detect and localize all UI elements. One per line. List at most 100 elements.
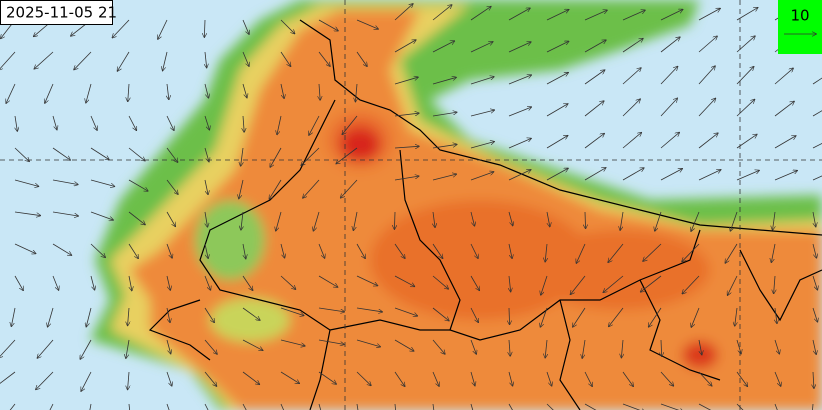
wind-arrow [394,339,414,351]
wind-arrow [356,19,378,29]
wind-arrow [356,339,380,347]
wind-arrow [243,115,244,132]
wind-arrow [660,67,678,85]
wind-arrow [584,10,607,21]
wind-arrow [355,83,357,102]
wind-arrow [204,403,209,410]
wind-arrow [280,275,296,289]
wind-arrow [52,275,59,290]
wind-arrow [812,77,822,85]
wind-arrow [318,339,344,344]
wind-arrow [698,98,715,117]
wind-arrow [584,101,604,117]
wind-arrow [86,307,92,327]
wind-arrow [0,371,16,384]
wind-arrow [394,371,405,386]
wind-arrow [812,275,817,290]
wind-arrow [660,169,682,181]
wind-arrow [736,100,754,117]
wind-arrow [470,110,494,117]
wind-arrow [394,403,396,410]
wind-arrow [204,243,208,258]
wind-arrow [239,179,244,198]
wind-arrow [660,132,679,149]
wind-arrow [622,10,645,21]
wind-arrow [128,211,145,225]
wind-arrow [470,211,474,226]
wind-arrow [432,243,443,258]
wind-arrow [546,104,568,117]
wind-arrow [540,307,548,327]
wind-arrow [655,211,662,231]
wind-arrow [341,179,358,198]
wind-arrow [736,8,758,21]
wind-arrow [6,83,16,103]
wind-arrow [90,243,105,257]
wind-arrow [682,243,700,262]
wind-arrow [166,243,172,258]
wind-arrow [9,403,16,410]
wind-arrow [205,211,207,227]
wind-arrow [620,211,624,230]
wind-arrow [280,307,304,315]
wind-arrow [204,115,209,130]
wind-arrow [812,211,816,227]
wind-arrow [242,83,247,98]
wind-arrow [34,51,54,69]
wind-arrow [432,41,454,53]
wind-arrow [166,371,172,386]
yellow-patch [210,298,290,342]
wind-arrow [242,403,247,410]
wind-arrow [128,115,136,130]
wind-arrow [470,339,476,354]
wind-arrow [52,115,57,130]
wind-arrow [470,403,474,410]
wind-arrows [0,4,822,410]
wind-arrow [698,133,718,149]
wind-arrow [204,179,208,194]
wind-arrow [622,68,641,85]
wind-arrow [280,51,291,66]
wind-arrow [394,4,413,21]
wind-arrow [698,66,715,85]
wind-arrow [698,9,720,21]
wind-arrow [508,371,513,386]
wind-arrow [128,243,138,258]
wind-arrow [432,403,435,410]
wind-arrow [813,371,814,388]
wind-arrow [470,371,475,386]
wind-arrow [470,172,494,181]
wind-arrow [735,307,737,326]
wind-arrow [728,275,738,295]
wind-arrow [394,211,395,229]
wind-arrow [584,168,606,181]
wind-arrow [303,179,320,198]
wind-arrow [508,107,531,117]
wind-arrow [49,403,54,410]
wind-arrow [432,339,445,354]
wind-arrow [545,243,547,262]
wind-arrow [622,403,645,410]
wind-arrow [432,307,449,321]
wind-arrow [546,41,569,53]
wind-arrow [204,83,208,98]
wind-arrow [585,211,586,228]
wind-arrow [242,51,249,66]
wind-arrow [812,403,814,410]
wind-arrow [280,371,299,383]
wind-arrow [736,371,747,386]
wind-arrow [546,168,568,181]
wind-arrow [736,339,741,354]
wind-arrow [117,51,130,71]
wind-arrow [812,339,816,354]
wind-arrow [725,243,738,263]
wind-arrow [167,83,169,99]
wind-arrow [280,19,295,34]
wind-arrow [584,134,604,149]
wind-arrow [128,403,131,410]
wind-arrow [128,275,132,291]
wind-arrow [280,243,285,258]
wind-arrow [166,211,175,226]
wind-arrow [573,307,586,327]
wind-arrow [242,19,249,34]
